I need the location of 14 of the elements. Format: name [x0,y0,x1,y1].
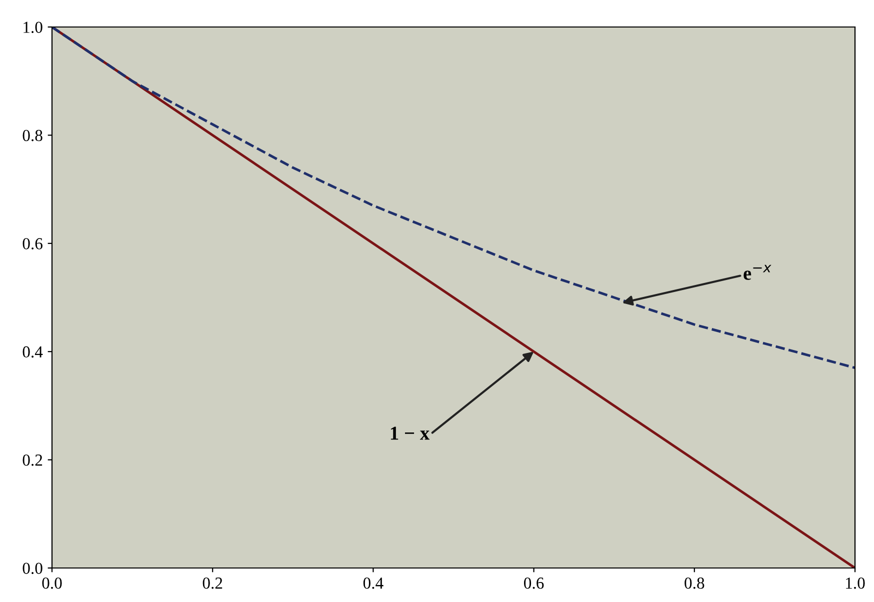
y-tick-label: 0.6 [22,238,42,250]
x-tick-label: 0.8 [684,578,704,589]
y-tick-label: 0.2 [22,454,42,466]
y-tick-label: 1.0 [24,22,42,34]
x-tick-label: 1.0 [846,578,865,589]
x-tick-label: 0.2 [202,578,222,589]
x-tick-label: 0.4 [363,578,384,589]
y-tick-label: 0.0 [22,562,42,574]
annotation: 1 − x [390,426,430,440]
annotation: e$^{−x}$ [744,264,772,280]
x-tick-label: 0.0 [42,578,62,589]
y-tick-label: 0.4 [22,346,43,358]
y-tick-label: 0.8 [22,130,42,142]
x-tick-label: 0.6 [524,578,544,589]
